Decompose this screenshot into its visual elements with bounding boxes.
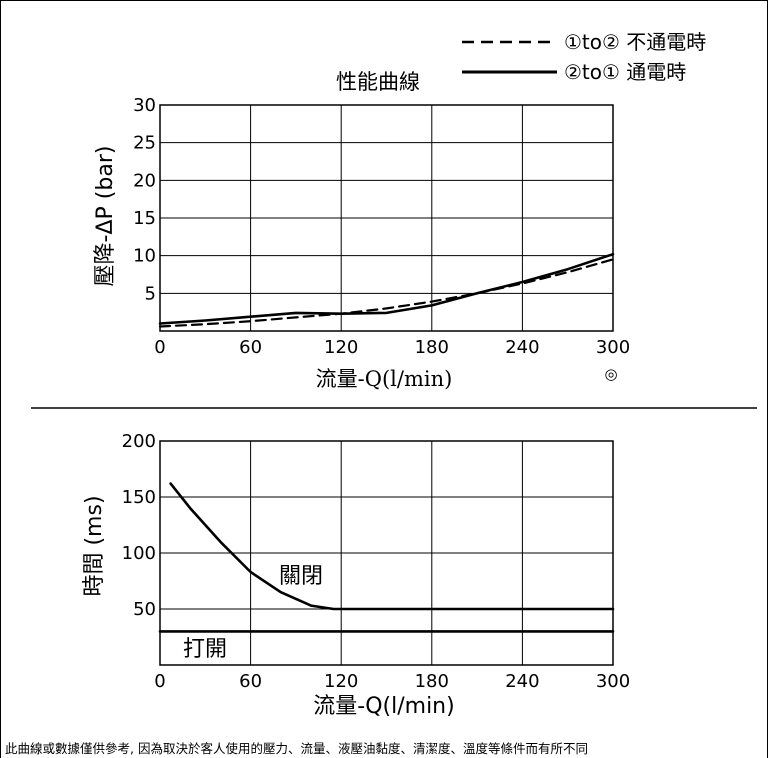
legend-label-1: ①to② 不通電時 bbox=[564, 30, 706, 54]
legend-label-2: ②to① 通電時 bbox=[564, 60, 686, 84]
y-tick-label: 10 bbox=[133, 246, 156, 267]
x-tick-label: 240 bbox=[505, 671, 539, 692]
x-tick-label: 120 bbox=[324, 337, 358, 358]
y-tick-label: 50 bbox=[133, 599, 156, 620]
chart-title: 性能曲線 bbox=[336, 70, 420, 94]
x-tick-label: 60 bbox=[239, 337, 262, 358]
y-tick-label: 5 bbox=[145, 283, 156, 304]
double-circle-icon: ◎ bbox=[604, 365, 617, 383]
y-tick-label: 30 bbox=[133, 95, 156, 116]
chart2-ylabel: 時間 (ms) bbox=[82, 495, 107, 596]
footnote-disclaimer: 此曲線或數據僅供參考, 因為取決於客人使用的壓力、流量、液壓油黏度、清潔度、溫度… bbox=[5, 741, 588, 756]
close-curve-label: 關閉 bbox=[279, 564, 323, 589]
x-tick-label: 60 bbox=[239, 671, 262, 692]
y-tick-label: 100 bbox=[122, 543, 156, 564]
x-tick-label: 180 bbox=[415, 337, 449, 358]
chart1-series bbox=[158, 252, 615, 328]
series-line-2 bbox=[158, 252, 615, 325]
chart2-grid bbox=[159, 440, 614, 666]
x-tick-label: 240 bbox=[505, 337, 539, 358]
y-tick-label: 150 bbox=[122, 487, 156, 508]
chart1-ylabel: 壓降-ΔP (bar) bbox=[93, 146, 118, 287]
chart1-tick-labels: 0 60 120 180 240 300 5 10 15 20 25 30 bbox=[133, 95, 630, 358]
x-tick-label: 300 bbox=[596, 671, 630, 692]
y-tick-label: 15 bbox=[133, 208, 156, 229]
x-tick-label: 120 bbox=[324, 671, 358, 692]
series-line-1 bbox=[158, 258, 615, 328]
chart2-series bbox=[158, 482, 615, 633]
series-line-1 bbox=[169, 482, 615, 611]
x-tick-label: 300 bbox=[596, 337, 630, 358]
chart1-xlabel: 流量-Q(l/min) bbox=[316, 367, 453, 391]
y-tick-label: 20 bbox=[133, 170, 156, 191]
x-tick-label: 0 bbox=[154, 337, 165, 358]
chart2-tick-labels: 0 60 120 180 240 300 50 100 150 200 bbox=[122, 431, 631, 692]
x-tick-label: 180 bbox=[415, 671, 449, 692]
chart2-xlabel: 流量-Q(l/min) bbox=[313, 694, 454, 719]
x-tick-label: 0 bbox=[154, 671, 165, 692]
chart1-grid bbox=[159, 104, 614, 332]
y-tick-label: 200 bbox=[122, 431, 156, 452]
y-tick-label: 25 bbox=[133, 133, 156, 154]
open-curve-label: 打開 bbox=[183, 637, 227, 662]
